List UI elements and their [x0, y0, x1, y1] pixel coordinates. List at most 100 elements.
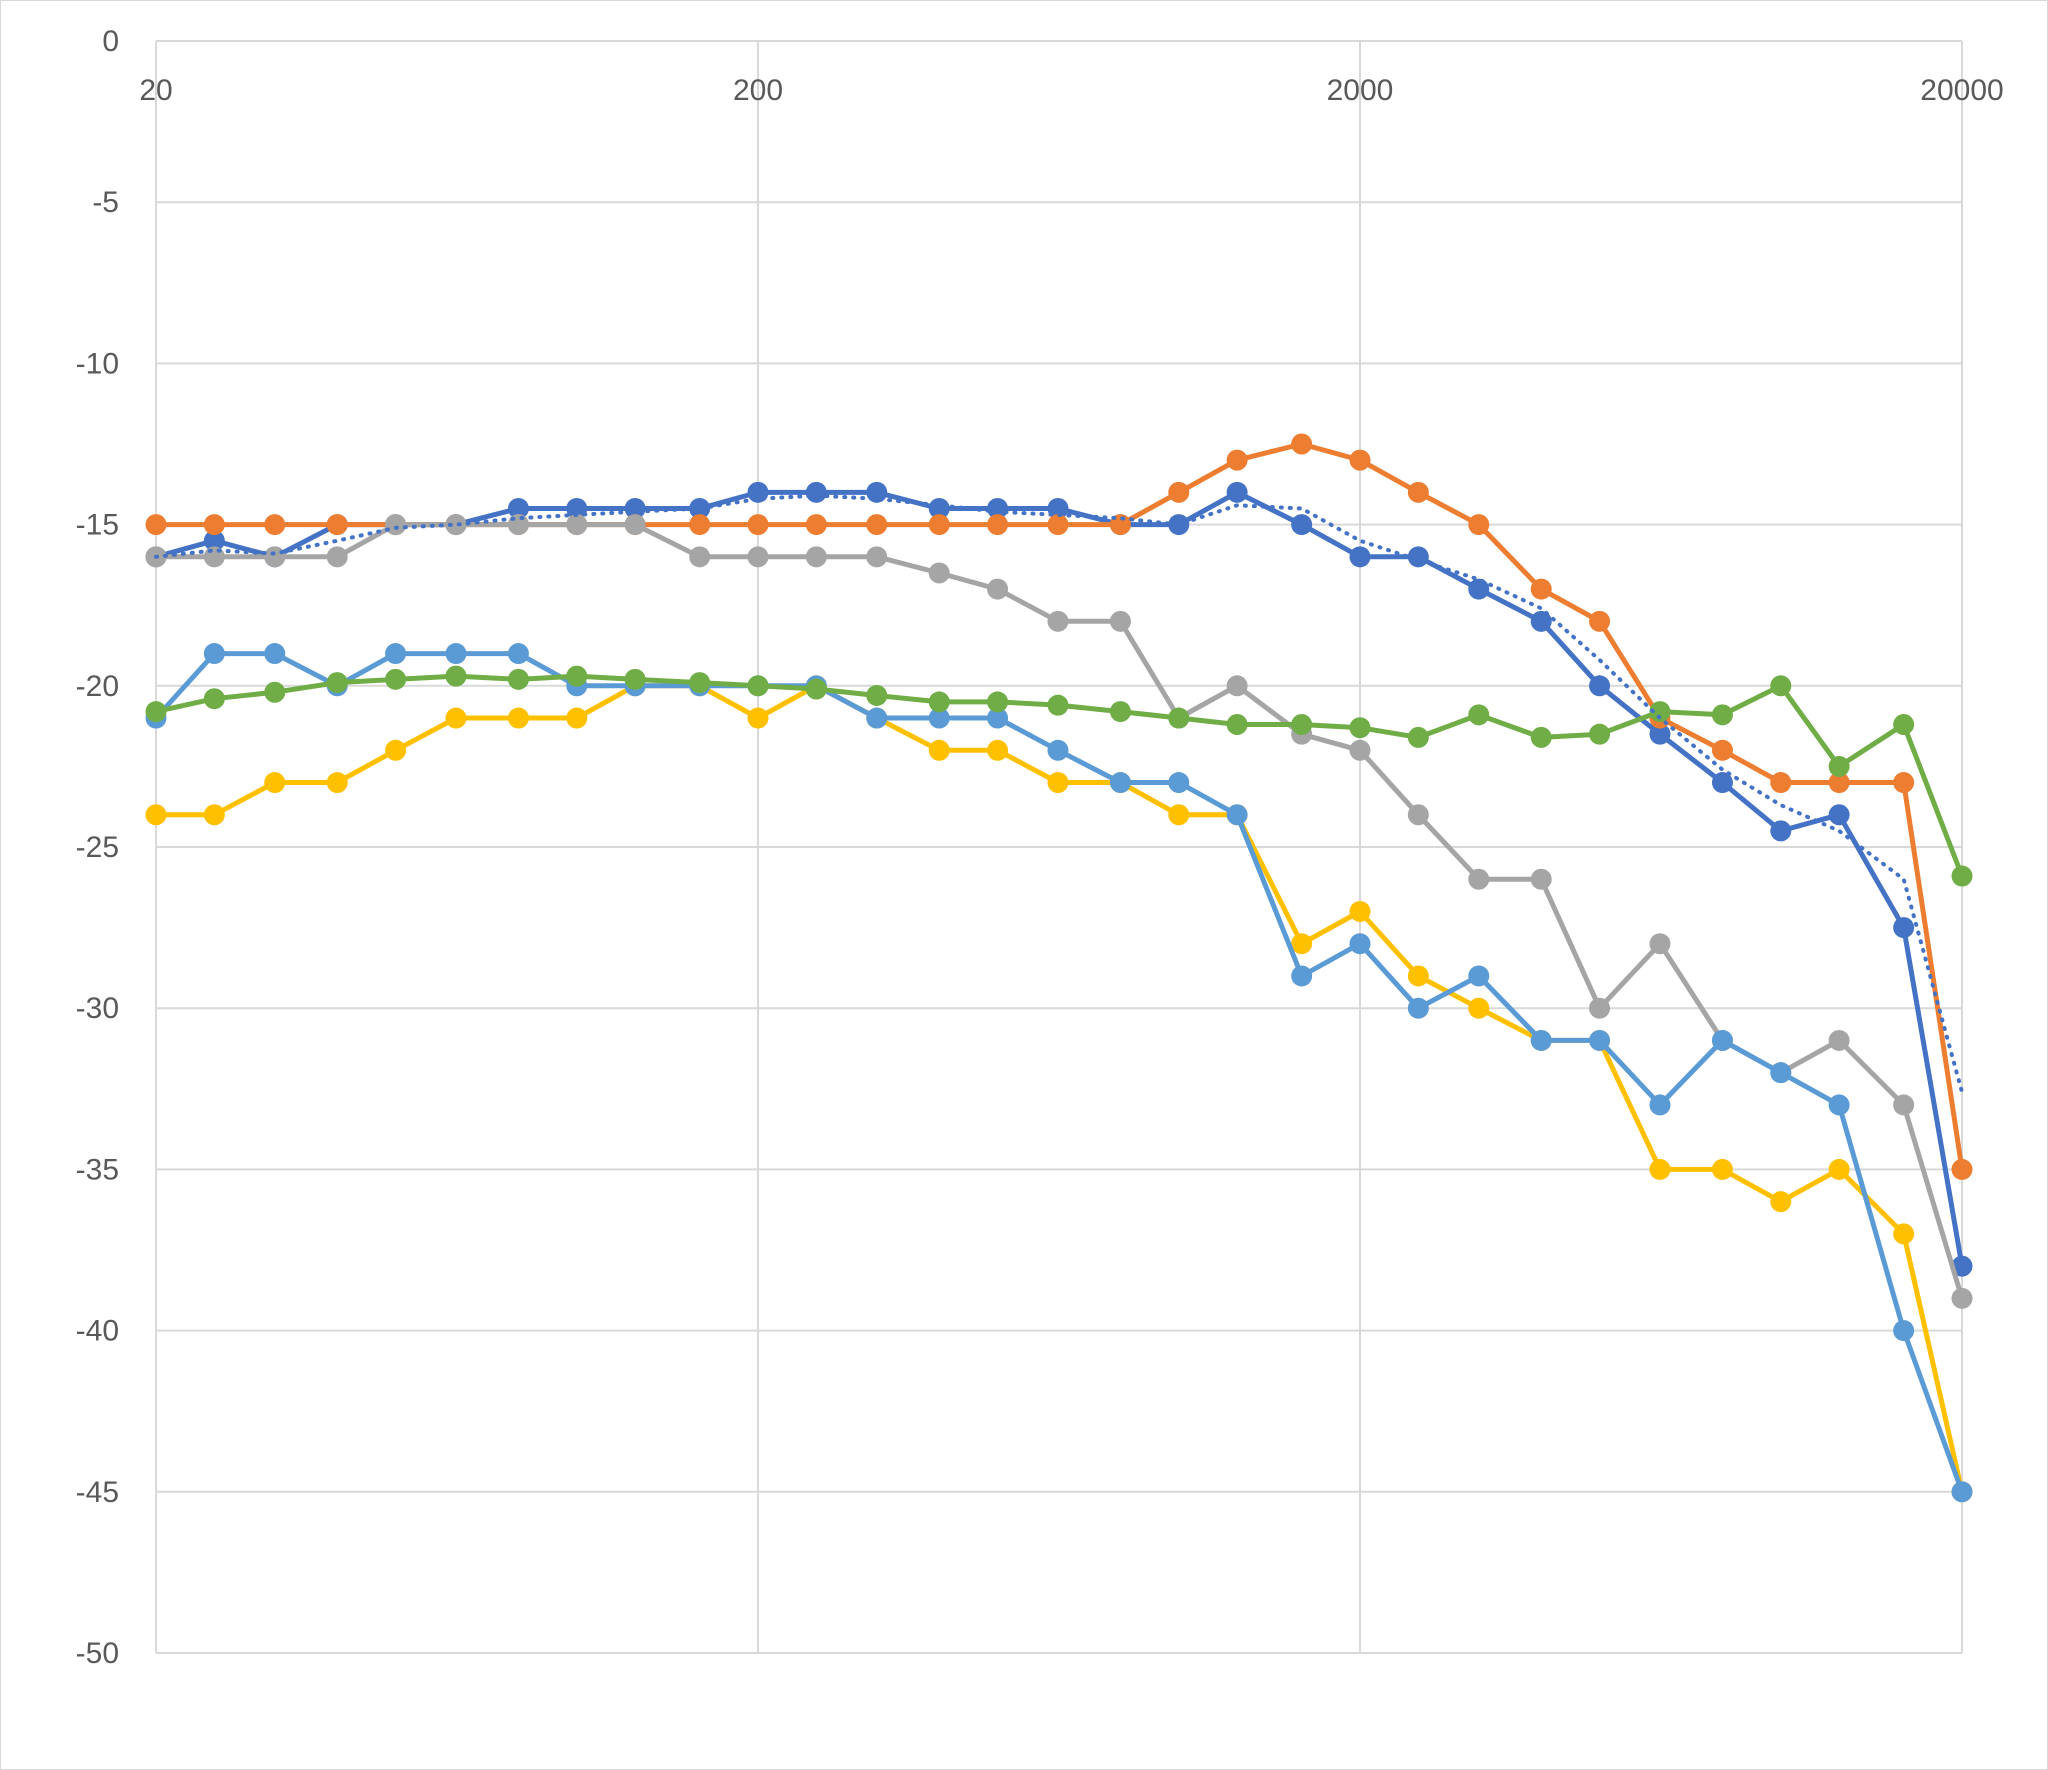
data-point	[1530, 1029, 1552, 1051]
data-point	[1828, 1029, 1850, 1051]
data-point	[145, 804, 167, 826]
data-point	[689, 514, 711, 536]
series-line	[153, 489, 1965, 1269]
data-point	[1711, 704, 1733, 726]
series-line	[153, 522, 1965, 1301]
series-line	[154, 493, 1964, 1094]
data-point	[1711, 739, 1733, 761]
data-point	[1530, 868, 1552, 890]
data-point	[445, 665, 467, 687]
data-point	[1468, 997, 1490, 1019]
series-7	[154, 493, 1964, 1094]
data-point	[1168, 707, 1190, 729]
data-point	[1168, 481, 1190, 503]
y-tick-label: -20	[76, 670, 119, 703]
data-point	[1047, 514, 1069, 536]
data-point	[1530, 726, 1552, 748]
data-point	[1226, 449, 1248, 471]
data-point	[1226, 481, 1248, 503]
series-5	[145, 643, 1973, 1503]
data-point	[1530, 610, 1552, 632]
data-point	[1407, 481, 1429, 503]
data-point	[203, 804, 225, 826]
data-point	[566, 707, 588, 729]
y-tick-label: -35	[76, 1153, 119, 1186]
x-tick-label: 20000	[1920, 74, 2003, 107]
data-point	[1951, 1255, 1973, 1277]
data-point	[1893, 1094, 1915, 1116]
data-point	[928, 562, 950, 584]
data-point	[1047, 694, 1069, 716]
data-point	[203, 546, 225, 568]
x-tick-label: 2000	[1327, 74, 1394, 107]
data-point	[1649, 1158, 1671, 1180]
data-point	[1407, 726, 1429, 748]
data-point	[1951, 1481, 1973, 1503]
y-tick-label: -25	[76, 831, 119, 864]
data-point	[203, 688, 225, 710]
data-point	[1828, 755, 1850, 777]
data-point	[1770, 772, 1792, 794]
data-point	[1468, 868, 1490, 890]
data-point	[928, 707, 950, 729]
data-point	[866, 481, 888, 503]
data-point	[1589, 997, 1611, 1019]
data-point	[1711, 1158, 1733, 1180]
data-point	[624, 514, 646, 536]
data-point	[1770, 1062, 1792, 1084]
data-point	[1893, 1223, 1915, 1245]
data-point	[1047, 610, 1069, 632]
y-tick-label: -10	[76, 347, 119, 380]
data-point	[928, 514, 950, 536]
data-point	[1407, 965, 1429, 987]
data-point	[1226, 804, 1248, 826]
data-point	[1349, 546, 1371, 568]
data-point	[1109, 701, 1131, 723]
x-tick-label: 20	[139, 74, 172, 107]
series-6	[145, 665, 1973, 887]
data-point	[145, 514, 167, 536]
data-point	[747, 514, 769, 536]
y-tick-label: -45	[76, 1476, 119, 1509]
data-point	[866, 546, 888, 568]
data-point	[1951, 1158, 1973, 1180]
data-point	[1893, 772, 1915, 794]
data-point	[445, 707, 467, 729]
data-point	[1828, 1094, 1850, 1116]
series-line	[153, 441, 1965, 1172]
data-point	[689, 672, 711, 694]
data-point	[987, 691, 1009, 713]
data-point	[1770, 820, 1792, 842]
data-point	[1407, 546, 1429, 568]
data-point	[1770, 1191, 1792, 1213]
data-point	[264, 772, 286, 794]
data-point	[1589, 675, 1611, 697]
data-point	[987, 707, 1009, 729]
data-point	[326, 514, 348, 536]
y-tick-label: 0	[102, 25, 119, 58]
data-point	[928, 739, 950, 761]
data-point	[1649, 723, 1671, 745]
data-point	[1951, 1287, 1973, 1309]
data-point	[445, 643, 467, 665]
data-point	[1893, 713, 1915, 735]
data-point	[1407, 997, 1429, 1019]
data-point	[1468, 704, 1490, 726]
data-point	[566, 497, 588, 519]
y-tick-label: -15	[76, 509, 119, 542]
data-point	[1649, 701, 1671, 723]
data-point	[987, 739, 1009, 761]
data-point	[987, 578, 1009, 600]
y-tick-label: -50	[76, 1637, 119, 1670]
data-point	[1589, 1029, 1611, 1051]
data-point	[1291, 933, 1313, 955]
data-point	[689, 546, 711, 568]
data-point	[1893, 1320, 1915, 1342]
data-point	[326, 546, 348, 568]
y-tick-labels: 0 -5 -10 -15 -20 -25 -30 -35 -40 -45 -50	[76, 25, 119, 1670]
data-point	[1893, 917, 1915, 939]
data-point	[1349, 900, 1371, 922]
data-point	[385, 668, 407, 690]
series-4	[145, 675, 1973, 1503]
y-tick-label: -5	[92, 186, 119, 219]
